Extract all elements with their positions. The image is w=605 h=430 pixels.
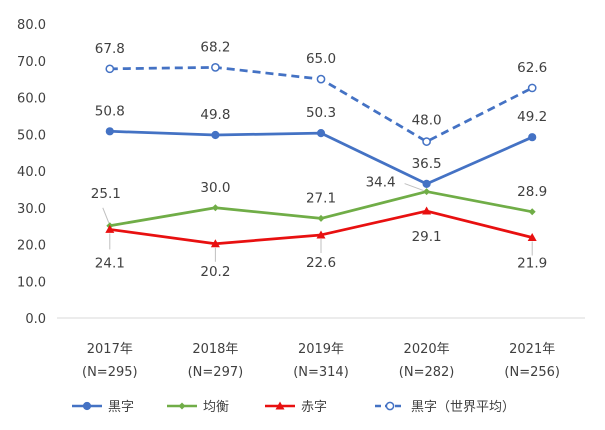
triangle-marker (422, 206, 432, 215)
series-2 (105, 206, 537, 248)
data-labels: 50.8 49.8 50.3 36.5 49.2 25.1 30.0 27.1 34.4 28.9… (91, 39, 547, 279)
legend-item-2: 赤字 (265, 400, 327, 415)
open-circle-marker (211, 63, 220, 72)
circle-marker (528, 133, 537, 142)
x-category-year: 2021年 (509, 342, 555, 357)
x-axis-categories: 2017年 (N=295) 2018年 (N=297) 2019年 (N=314) 2020… (82, 342, 560, 380)
series-0 (105, 127, 537, 188)
legend: 黒字 均衡 赤字 黒字（世界平均） (72, 400, 515, 415)
data-label: 29.1 (412, 229, 442, 245)
data-label: 49.2 (517, 109, 547, 125)
label-leaders (102, 183, 533, 262)
diamond-marker (317, 214, 325, 222)
diamond-marker (528, 208, 536, 216)
x-category-year: 2020年 (404, 342, 450, 357)
legend-label: 黒字 (108, 400, 134, 415)
data-label: 48.0 (412, 113, 442, 129)
triangle-marker (316, 230, 326, 239)
y-tick-label: 10.0 (17, 275, 46, 290)
x-category-count: (N=295) (82, 365, 138, 380)
circle-marker (105, 127, 114, 136)
y-tick-label: 40.0 (17, 165, 46, 180)
y-tick-label: 60.0 (17, 92, 46, 107)
open-circle-marker (316, 74, 326, 84)
y-tick-label: 50.0 (17, 128, 46, 143)
series-layer (105, 63, 537, 248)
triangle-marker (210, 239, 220, 248)
diamond-marker (211, 204, 219, 212)
legend-label: 赤字 (301, 400, 327, 415)
y-axis-ticks: 0.0 10.0 20.0 30.0 40.0 50.0 60.0 70.0 80.0 (17, 18, 46, 327)
data-label: 36.5 (412, 156, 442, 172)
x-category-count: (N=282) (399, 365, 455, 380)
series-3 (105, 63, 537, 146)
triangle-marker (275, 401, 285, 410)
y-tick-label: 80.0 (17, 18, 46, 33)
open-circle-marker (422, 137, 431, 146)
y-tick-label: 0.0 (25, 312, 46, 327)
legend-item-3: 黒字（世界平均） (375, 400, 515, 415)
diamond-marker (178, 402, 186, 410)
data-label: 65.0 (306, 51, 336, 67)
legend-label: 黒字（世界平均） (411, 400, 515, 415)
y-tick-label: 20.0 (17, 239, 46, 254)
data-label: 20.2 (200, 264, 230, 280)
series-line (109, 129, 533, 186)
data-label: 67.8 (95, 41, 125, 57)
x-category-year: 2019年 (298, 342, 344, 357)
x-category-year: 2017年 (87, 342, 133, 357)
diamond-marker (423, 188, 431, 196)
data-label: 49.8 (200, 107, 230, 123)
open-circle-marker (105, 64, 115, 74)
y-tick-label: 70.0 (17, 55, 46, 70)
data-label: 24.1 (95, 255, 125, 271)
circle-marker (422, 179, 431, 188)
label-leader-line (102, 207, 110, 223)
circle-marker (82, 401, 92, 411)
triangle-marker (105, 224, 115, 233)
legend-item-1: 均衡 (167, 400, 229, 415)
x-category-count: (N=314) (293, 365, 349, 380)
data-label: 21.9 (517, 256, 547, 272)
data-label: 62.6 (517, 60, 547, 76)
open-circle-marker (385, 401, 395, 411)
triangle-marker (527, 233, 537, 242)
data-label: 50.3 (306, 105, 336, 121)
legend-item-0: 黒字 (72, 400, 134, 415)
circle-marker (316, 129, 326, 138)
open-circle-marker (527, 83, 537, 93)
data-label: 50.8 (95, 103, 125, 119)
circle-marker (211, 130, 220, 140)
x-category-count: (N=256) (504, 365, 560, 380)
data-label: 28.9 (517, 184, 547, 200)
data-label: 68.2 (200, 39, 230, 55)
x-category-year: 2018年 (192, 342, 238, 357)
data-label: 27.1 (306, 190, 336, 206)
data-label: 25.1 (91, 186, 121, 202)
legend-label: 均衡 (203, 400, 229, 415)
data-label: 30.0 (200, 180, 230, 196)
label-leader-line (404, 183, 424, 192)
y-tick-label: 30.0 (17, 202, 46, 217)
data-label: 22.6 (306, 255, 336, 271)
x-category-count: (N=297) (188, 365, 244, 380)
data-label: 34.4 (366, 175, 396, 191)
